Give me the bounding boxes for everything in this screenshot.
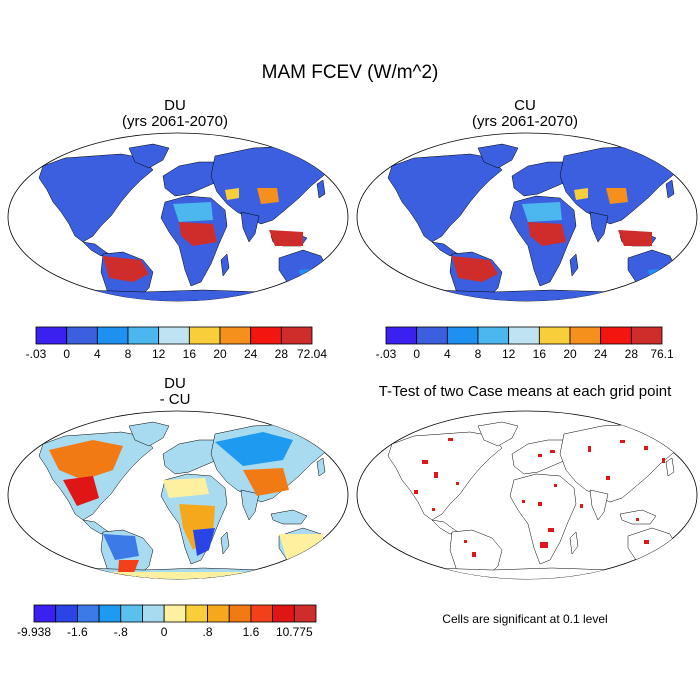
cu-colorbar-label: 24	[594, 347, 608, 361]
cu-colorbar-label: 28	[625, 347, 639, 361]
cu-colorbar-box	[477, 326, 510, 345]
map-diff	[7, 410, 349, 580]
panel-diff-title-line1: DU	[164, 375, 186, 392]
panel-cu-title-line2: (yrs 2061-2070)	[472, 113, 578, 130]
du-colorbar-label: 24	[244, 347, 258, 361]
du-colorbar-box	[250, 326, 282, 345]
panel-du-title-line1: DU	[164, 97, 186, 114]
diff-colorbar-label: 1.6	[243, 625, 260, 639]
colorbar-diff: -9.938 -1.6 -.8 0 .8 1.6 10.775	[17, 604, 317, 639]
diff-colorbar-label: -1.6	[67, 625, 88, 639]
du-colorbar-box	[96, 326, 129, 345]
figure-title: MAM FCEV (W/m^2)	[261, 62, 439, 83]
diff-colorbar-box	[272, 604, 295, 623]
map-du	[7, 132, 349, 302]
panel-title-cu: CU (yrs 2061-2070)	[450, 98, 600, 130]
du-colorbar-label: 4	[94, 347, 101, 361]
map-cu	[356, 132, 698, 302]
cu-colorbar-box	[538, 326, 571, 345]
cu-colorbar-label: -.03	[376, 347, 397, 361]
du-colorbar-label: 16	[183, 347, 197, 361]
cu-colorbar-box	[416, 326, 448, 345]
du-colorbar-label: 0	[63, 347, 70, 361]
cu-colorbar-box	[446, 326, 479, 345]
diff-colorbar-box	[185, 604, 208, 623]
cu-colorbar-box	[600, 326, 632, 345]
diff-colorbar-box	[293, 604, 317, 623]
panel-cu-title-line1: CU	[514, 97, 536, 114]
diff-colorbar-box	[98, 604, 122, 623]
diff-colorbar-label: -.8	[114, 625, 128, 639]
diff-colorbar-label: .8	[203, 625, 213, 639]
diff-colorbar-box	[163, 604, 187, 623]
du-colorbar-label: 20	[213, 347, 227, 361]
cu-colorbar-label: 20	[563, 347, 577, 361]
cu-colorbar-label: 8	[475, 347, 482, 361]
cu-colorbar-label: 4	[444, 347, 451, 361]
diff-colorbar-box	[120, 604, 143, 623]
colorbar-cu: -.03 0 4 8 12 16 20 24 28 76.1	[376, 326, 674, 361]
du-colorbar-box	[158, 326, 190, 345]
du-colorbar-box	[219, 326, 252, 345]
diff-colorbar-label: 0	[161, 625, 168, 639]
diff-colorbar-box	[33, 604, 57, 623]
panel-diff-title-line2: - CU	[159, 391, 191, 408]
cu-colorbar-box	[569, 326, 602, 345]
du-colorbar-box	[188, 326, 221, 345]
du-colorbar-label: 72.04	[297, 347, 327, 361]
panel-title-du: DU (yrs 2061-2070)	[100, 98, 250, 130]
du-colorbar-box	[127, 326, 160, 345]
cu-colorbar-label: 0	[413, 347, 420, 361]
du-colorbar-box	[280, 326, 313, 345]
du-colorbar-label: 8	[125, 347, 132, 361]
diff-colorbar-box	[76, 604, 100, 623]
cu-colorbar-box	[508, 326, 540, 345]
panel-title-diff: DU - CU	[100, 376, 250, 408]
diff-colorbar-box	[55, 604, 78, 623]
map-ttest	[356, 410, 698, 580]
cu-colorbar-label: 76.1	[650, 347, 674, 361]
cu-colorbar-box	[630, 326, 663, 345]
du-colorbar-box	[35, 326, 68, 345]
panel-title-ttest: T-Test of two Case means at each grid po…	[378, 383, 672, 400]
diff-colorbar-label: -9.938	[17, 625, 51, 639]
du-colorbar-label: 28	[275, 347, 289, 361]
cu-colorbar-label: 16	[533, 347, 547, 361]
diff-colorbar-box	[142, 604, 165, 623]
du-colorbar-label: 12	[152, 347, 166, 361]
diff-colorbar-label: 10.775	[276, 625, 313, 639]
cu-colorbar-box	[385, 326, 418, 345]
diff-colorbar-box	[207, 604, 230, 623]
panel-du-title-line2: (yrs 2061-2070)	[122, 113, 228, 130]
du-colorbar-label: -.03	[26, 347, 47, 361]
cu-colorbar-label: 12	[502, 347, 516, 361]
diff-colorbar-box	[250, 604, 274, 623]
colorbar-du: -.03 0 4 8 12 16 20 24 28 72.04	[26, 326, 327, 361]
diff-colorbar-box	[228, 604, 252, 623]
du-colorbar-box	[66, 326, 98, 345]
ttest-note: Cells are significant at 0.1 level	[442, 612, 608, 626]
